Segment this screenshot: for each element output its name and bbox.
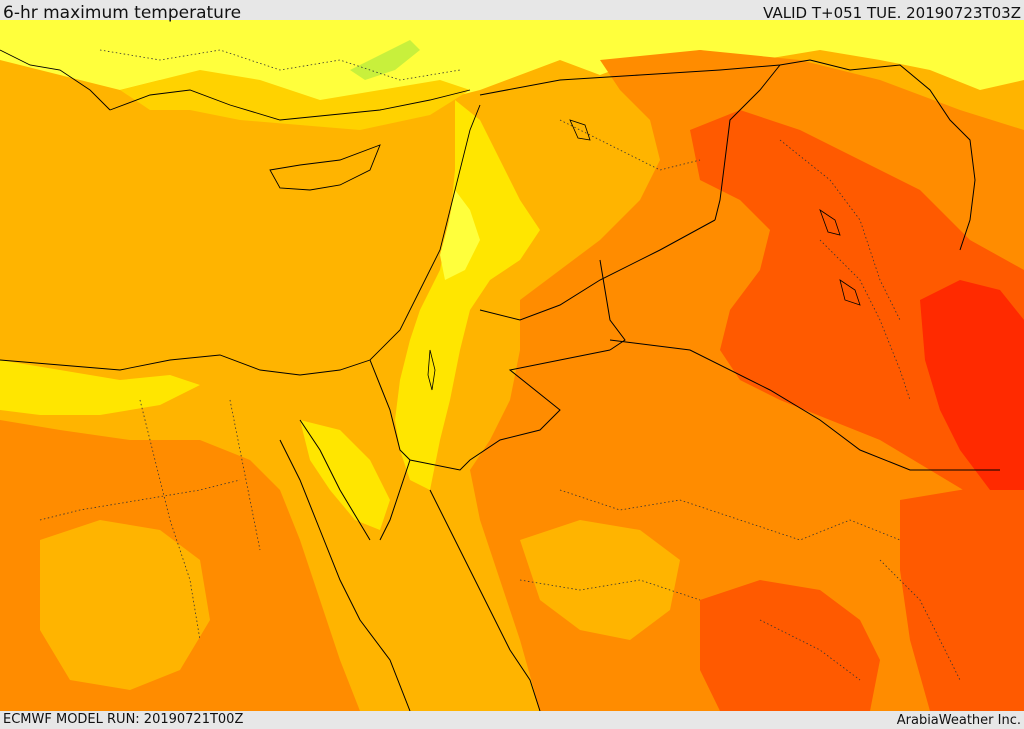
inland-water xyxy=(427,119,861,391)
temperature-band-gold-turkey xyxy=(120,70,470,130)
admin-boundaries xyxy=(39,49,961,681)
temperature-band-red-orange-arabia xyxy=(700,580,880,711)
temperature-band-red-basra xyxy=(920,280,1024,490)
temperature-band-amber-arabia-patch xyxy=(520,520,680,640)
country-borders xyxy=(279,59,1000,711)
temperature-map-canvas xyxy=(0,20,1024,711)
temperature-band-yellow-egypt-coast xyxy=(0,360,200,415)
temperature-band-red-orange-gulf xyxy=(900,480,1024,711)
temperature-map xyxy=(0,20,1024,711)
temperature-band-green-hint xyxy=(350,40,420,80)
header-bar xyxy=(0,0,1024,20)
coastlines xyxy=(0,49,481,376)
temperature-band-amber-egypt-patch xyxy=(40,520,210,690)
temperature-band-red-orange-iraq xyxy=(690,110,1024,520)
valid-time-label: VALID T+051 TUE. 20190723T03Z xyxy=(763,4,1021,22)
credit-label: ArabiaWeather Inc. xyxy=(896,713,1021,728)
model-run-label: ECMWF MODEL RUN: 20190721T00Z xyxy=(3,712,244,727)
footer-bar xyxy=(0,711,1024,729)
temperature-band-yellow-sinai xyxy=(300,420,390,530)
temperature-band-yellow-levant xyxy=(395,100,540,490)
temperature-band-lemon-levant xyxy=(440,190,480,280)
product-title: 6-hr maximum temperature xyxy=(3,3,242,23)
